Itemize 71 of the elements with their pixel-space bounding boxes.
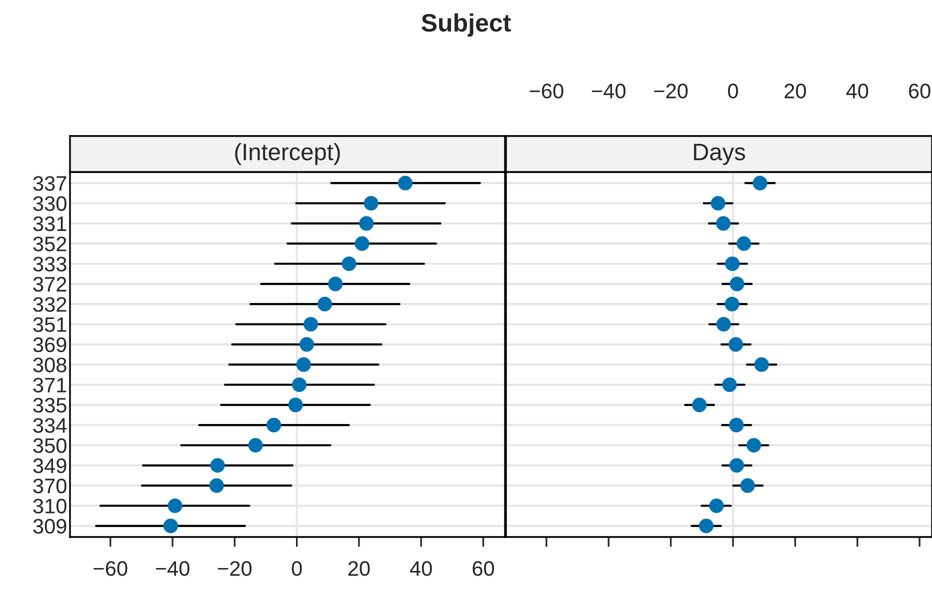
x-tick-label: −60 — [530, 84, 564, 98]
y-tick-label: 369 — [33, 337, 66, 352]
y-tick-label: 351 — [33, 317, 66, 332]
point — [736, 236, 752, 251]
x-tick-label: 60 — [909, 84, 930, 98]
point — [209, 478, 224, 493]
y-tick-label: 333 — [33, 256, 66, 272]
point — [746, 438, 762, 453]
point — [722, 377, 737, 392]
chart-title: Subject — [422, 13, 511, 37]
point — [724, 296, 740, 312]
point — [398, 176, 413, 190]
point — [740, 478, 755, 493]
chart-subtitle: (Intercept) — [235, 142, 340, 166]
point — [288, 398, 303, 412]
y-tick-label: 334 — [33, 418, 67, 433]
point — [296, 357, 311, 372]
x-tick-label: 40 — [846, 84, 868, 98]
y-tick-label: 372 — [33, 276, 66, 292]
point — [728, 337, 744, 352]
point — [752, 176, 768, 190]
point — [318, 296, 332, 312]
y-tick-label: 310 — [33, 498, 66, 514]
point — [304, 316, 318, 332]
point — [328, 276, 343, 292]
x-tick-label: 0 — [728, 84, 738, 98]
point — [364, 196, 378, 211]
point — [729, 418, 744, 432]
point — [163, 518, 178, 534]
y-tick-label: 308 — [33, 358, 66, 372]
y-tick-label: 337 — [33, 176, 66, 191]
y-tick-label: 332 — [33, 297, 66, 312]
y-tick-label: 330 — [33, 196, 66, 212]
y-tick-label: 352 — [33, 236, 66, 252]
x-tick-label: 20 — [348, 561, 370, 576]
point — [359, 216, 374, 231]
point — [710, 196, 726, 211]
point — [716, 316, 731, 332]
point — [342, 256, 356, 272]
point — [354, 236, 370, 251]
point — [709, 498, 724, 514]
point — [266, 418, 282, 432]
x-tick-label: −20 — [654, 84, 688, 98]
x-tick-label: 0 — [292, 561, 302, 576]
point — [725, 256, 740, 272]
point — [729, 458, 744, 473]
point — [698, 518, 714, 534]
point — [730, 276, 744, 292]
x-tick-label: −60 — [94, 561, 128, 576]
chart-subtitle: Days — [694, 144, 746, 166]
point — [716, 216, 731, 231]
point — [168, 498, 182, 514]
point — [754, 357, 769, 372]
point — [292, 377, 307, 392]
x-tick-label: −20 — [218, 561, 252, 576]
y-tick-label: 335 — [33, 398, 66, 413]
x-tick-label: −40 — [156, 561, 190, 576]
x-tick-label: −40 — [592, 84, 626, 98]
point — [248, 438, 263, 453]
y-tick-label: 350 — [33, 438, 66, 453]
x-tick-label: 60 — [472, 561, 494, 576]
x-tick-label: 40 — [410, 561, 432, 576]
y-tick-label: 370 — [33, 478, 66, 494]
y-tick-label: 331 — [33, 216, 66, 232]
point — [299, 337, 314, 352]
y-tick-label: 371 — [33, 378, 66, 393]
y-tick-label: 309 — [33, 518, 66, 534]
y-tick-label: 349 — [33, 458, 66, 474]
point — [692, 398, 707, 412]
x-tick-label: 20 — [784, 84, 806, 98]
point — [210, 458, 225, 473]
